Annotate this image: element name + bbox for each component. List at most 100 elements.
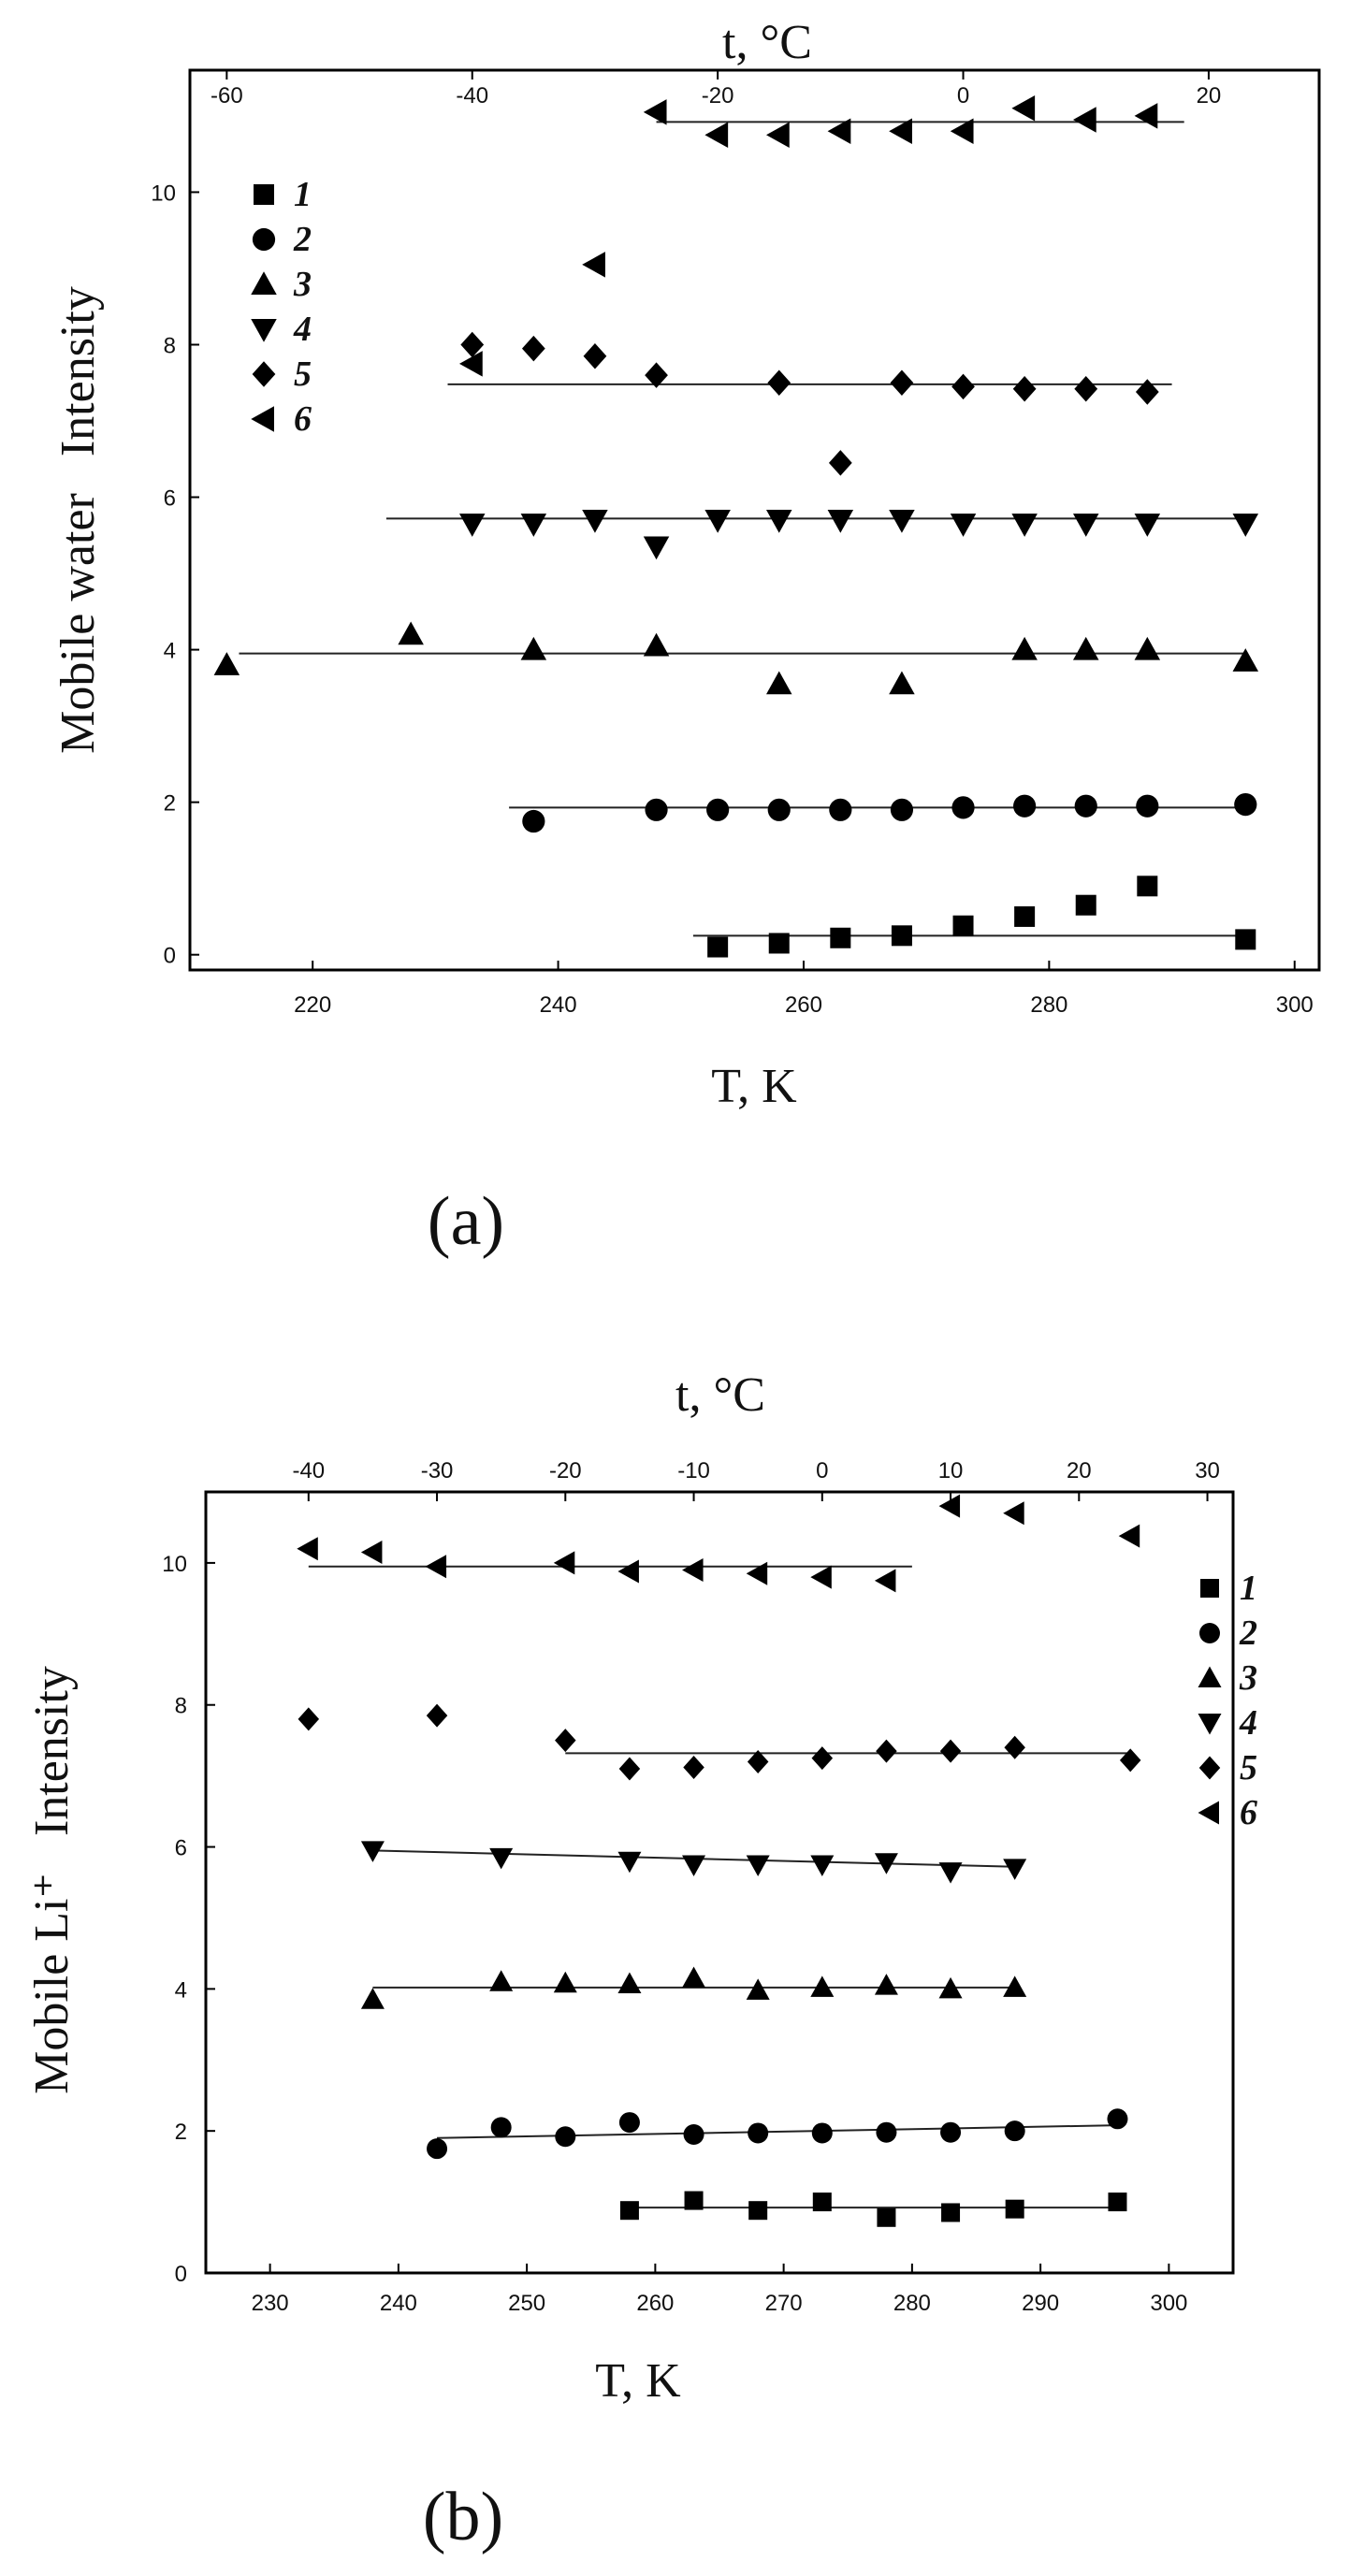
- data-point-series-1: [619, 2201, 639, 2221]
- chart-panel-b: t, °C T, K Mobile Li⁺ Intensity 230 240 25…: [25, 1368, 1257, 2555]
- data-point-series-6: [582, 252, 605, 278]
- legend-marker-3: [251, 271, 277, 295]
- data-point-series-4: [520, 514, 547, 537]
- x-tick-label: 260: [636, 2291, 674, 2316]
- data-point-series-3: [520, 636, 547, 660]
- data-point-series-1: [748, 2201, 768, 2221]
- top-tick-label: -40: [456, 83, 488, 109]
- data-point-series-3: [360, 1988, 385, 2009]
- legend-marker-5: [1198, 1756, 1221, 1780]
- data-point-series-1: [1137, 876, 1158, 897]
- data-point-series-6: [617, 1559, 639, 1584]
- top-tick-label: -40: [292, 1458, 325, 1483]
- data-point-series-1: [1108, 2192, 1127, 2212]
- data-point-series-5: [1012, 376, 1037, 402]
- data-point-series-3: [489, 1970, 514, 1991]
- data-point-series-3: [617, 1972, 642, 1994]
- data-point-series-5: [555, 1729, 576, 1753]
- y-tick-label: 10: [162, 1552, 187, 1577]
- data-points-a: [213, 95, 1259, 958]
- top-tick-label: 0: [957, 83, 969, 109]
- data-point-series-4: [1003, 1859, 1027, 1880]
- data-point-series-2: [767, 798, 791, 821]
- y-tick-label: 6: [175, 1836, 187, 1861]
- data-point-series-3: [213, 652, 240, 675]
- data-point-series-4: [765, 510, 792, 533]
- data-point-series-3: [1072, 636, 1099, 660]
- top-tick-label: -30: [421, 1458, 454, 1483]
- data-point-series-1: [952, 915, 974, 936]
- data-point-series-4: [1011, 514, 1038, 537]
- data-point-series-2: [890, 798, 914, 821]
- y-tick-label: 10: [151, 181, 176, 206]
- panel-label-b: (b): [423, 2479, 503, 2555]
- legend-marker-6: [251, 406, 274, 432]
- top-tick-label: 0: [816, 1458, 828, 1483]
- data-point-series-2: [1107, 2108, 1128, 2130]
- data-point-series-2: [645, 798, 668, 821]
- data-point-series-5: [811, 1746, 834, 1771]
- data-point-series-3: [938, 1976, 963, 1999]
- plot-frame-a: [188, 68, 1321, 972]
- y-tick-label: 6: [164, 486, 176, 512]
- top-tick-label: -20: [702, 83, 734, 109]
- data-point-series-5: [521, 335, 545, 362]
- y-tick-label: 2: [164, 791, 176, 817]
- axis-ticks-a: 220 240 260 280 300 0 2 4 6 8 10 -60 -40 -20 0 20: [151, 70, 1314, 1018]
- data-point-series-2: [555, 2126, 576, 2148]
- data-point-series-2: [1004, 2120, 1025, 2142]
- fit-lines-a: [239, 121, 1246, 937]
- legend-label-2: 2: [1239, 1614, 1257, 1653]
- x-tick-label: 240: [540, 992, 577, 1018]
- data-point-series-2: [940, 2121, 962, 2143]
- x-tick-label: 250: [508, 2291, 545, 2316]
- legend-label-5: 5: [1240, 1748, 1257, 1787]
- data-point-series-2: [706, 798, 730, 821]
- data-point-series-3: [398, 621, 424, 645]
- plot-frame-b: [204, 1490, 1235, 2275]
- data-point-series-2: [811, 2122, 833, 2144]
- legend-marker-2: [252, 227, 276, 252]
- data-point-series-5: [828, 450, 852, 476]
- data-point-series-5: [876, 1739, 897, 1763]
- legend-label-1: 1: [1240, 1569, 1257, 1608]
- data-point-series-5: [683, 1756, 704, 1780]
- legend-label-6: 6: [1240, 1793, 1257, 1832]
- data-point-series-2: [876, 2121, 897, 2143]
- x-tick-label: 290: [1022, 2291, 1059, 2316]
- data-point-series-4: [950, 514, 977, 537]
- data-point-series-1: [1235, 929, 1256, 950]
- x-tick-label: 280: [893, 2291, 931, 2316]
- y-axis-label-b: Mobile Li⁺ Intensity: [25, 1666, 79, 2094]
- y-tick-label: 0: [164, 944, 176, 969]
- top-axis-label-a: t, °C: [722, 16, 812, 69]
- data-point-series-4: [682, 1855, 706, 1877]
- legend-label-5: 5: [294, 355, 312, 394]
- data-point-series-3: [553, 1971, 577, 1993]
- x-tick-label: 260: [785, 992, 822, 1018]
- data-point-series-2: [1136, 794, 1159, 818]
- data-point-series-4: [1232, 514, 1259, 537]
- top-tick-label: -60: [211, 83, 243, 109]
- data-point-series-2: [1234, 792, 1257, 817]
- data-point-series-5: [1119, 1748, 1141, 1773]
- data-point-series-5: [426, 1703, 448, 1728]
- data-point-series-4: [459, 514, 486, 537]
- data-point-series-2: [618, 2112, 640, 2134]
- data-point-series-5: [460, 331, 485, 358]
- x-tick-label: 280: [1030, 992, 1067, 1018]
- data-point-series-6: [765, 122, 790, 149]
- data-point-series-2: [522, 809, 545, 833]
- data-point-series-1: [830, 927, 851, 948]
- data-point-series-2: [427, 2138, 448, 2160]
- data-point-series-3: [1232, 648, 1259, 672]
- data-point-series-1: [812, 2192, 832, 2212]
- data-point-series-3: [889, 671, 915, 695]
- data-point-series-2: [951, 796, 975, 819]
- data-point-series-3: [1011, 636, 1038, 660]
- data-point-series-2: [1013, 794, 1037, 818]
- data-point-series-5: [939, 1739, 962, 1763]
- data-point-series-1: [877, 2207, 896, 2227]
- data-point-series-5: [747, 1749, 769, 1773]
- y-tick-label: 8: [164, 333, 176, 358]
